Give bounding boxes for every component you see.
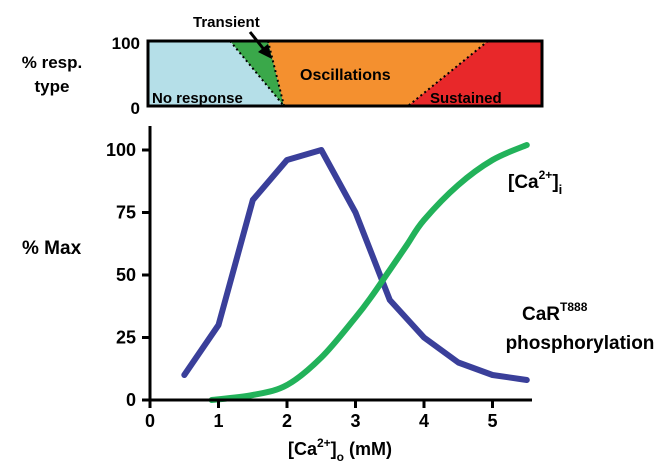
boundary-dotted-3 — [407, 40, 489, 107]
x-axis-label-sup: 2+ — [317, 436, 331, 450]
x-tick-label-5: 5 — [487, 411, 497, 431]
panel-frame — [146, 39, 544, 108]
top-ytick-100: 100 — [112, 34, 140, 53]
boundary-dotted-1 — [229, 40, 285, 107]
y-tick-label-50: 50 — [116, 265, 136, 285]
series-label-car: CaRT888 — [522, 300, 588, 325]
y-tick-label-75: 75 — [116, 203, 136, 223]
region-oscillations — [268, 41, 488, 106]
x-axis-label-sub: o — [337, 450, 344, 464]
ca-i-label-sup: 2+ — [539, 168, 553, 182]
series-line-car-phosphorylation — [181, 147, 530, 383]
boundary-dotted-2 — [267, 40, 285, 107]
top-ytick-0: 0 — [131, 99, 140, 118]
y-tick-label-25: 25 — [116, 328, 136, 348]
top-ylabel-line2: type — [35, 77, 70, 96]
car-label-sup: T888 — [560, 300, 588, 314]
series-label-ca-i: [Ca2+]i — [508, 168, 562, 197]
series-label-car-line2: phosphorylation — [506, 333, 655, 354]
x-tick-label-2: 2 — [282, 411, 292, 431]
x-axis-label-main: [Ca — [288, 439, 318, 459]
ca-i-label-main: [Ca — [508, 172, 539, 193]
x-axis-label-close: ] — [331, 439, 337, 459]
region-label-no-response: No response — [152, 90, 243, 107]
transient-label: Transient — [193, 14, 260, 31]
top-ylabel-line1: % resp. — [22, 53, 82, 72]
region-label-oscillations: Oscillations — [300, 67, 391, 84]
x-tick-label-1: 1 — [213, 411, 223, 431]
series-line-ca-i — [208, 142, 530, 403]
transient-arrow-head — [258, 44, 272, 59]
region-no-response — [148, 41, 284, 106]
car-label-main: CaR — [522, 304, 560, 325]
ca-i-label-sub: i — [559, 182, 563, 197]
x-tick-label-4: 4 — [419, 411, 429, 431]
x-tick-label-0: 0 — [145, 411, 155, 431]
ca-i-label-close: ] — [552, 172, 558, 193]
y-axis-label: % Max — [22, 238, 82, 259]
y-tick-label-0: 0 — [126, 390, 136, 410]
x-axis-label-unit: (mM) — [344, 439, 392, 459]
x-axis-label: [Ca2+]o (mM) — [288, 436, 392, 464]
x-tick-label-3: 3 — [350, 411, 360, 431]
region-label-sustained: Sustained — [430, 90, 502, 107]
region-sustained — [408, 41, 542, 106]
y-tick-label-100: 100 — [106, 140, 136, 160]
response-type-panel: No response Oscillations Sustained Trans… — [22, 14, 544, 118]
